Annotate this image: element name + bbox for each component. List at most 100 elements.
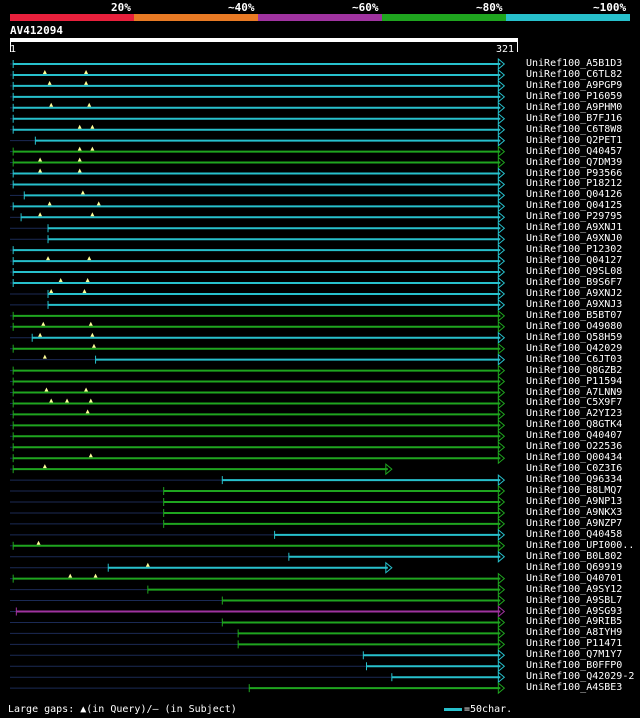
hit-arrow-head [497,474,506,487]
hit-label[interactable]: UniRef100_A9PHM0 [526,101,623,113]
query-gap-marker [93,573,98,578]
hit-arrow-head [497,484,506,498]
query-gap-marker [96,201,101,206]
hit-arrow-head [497,583,506,596]
hit-arrow-head [497,594,506,607]
hit-label[interactable]: UniRef100_A9RIB5 [526,616,623,628]
hit-label[interactable]: UniRef100_P93566 [526,167,623,179]
hit-label[interactable]: UniRef100_A9SY12 [526,583,623,595]
hit-label[interactable]: UniRef100_Q04127 [526,255,623,267]
hit-label[interactable]: UniRef100_B7FJ16 [526,112,623,124]
hit-label[interactable]: UniRef100_A9SG93 [526,605,623,617]
hit-label[interactable]: UniRef100_A2YI23 [526,408,623,420]
hit-arrow-head [497,419,506,432]
hit-label[interactable]: UniRef100_A9NKX3 [526,506,623,518]
hit-label[interactable]: UniRef100_Q8GZB2 [526,364,623,376]
hit-label[interactable]: UniRef100_A8IYH9 [526,627,623,639]
hit-label[interactable]: UniRef100_C6JT03 [526,353,623,365]
query-gap-marker [82,288,87,293]
hit-arrow-head [497,123,506,136]
hit-label[interactable]: UniRef100_P11471 [526,638,623,650]
hit-label[interactable]: UniRef100_P18212 [526,178,623,190]
hit-label[interactable]: UniRef100_A9PGP9 [526,79,623,91]
hit-label[interactable]: UniRef100_C5X9F7 [526,397,623,409]
identity-band [382,14,506,21]
identity-color-bar [10,14,630,21]
hit-label[interactable]: UniRef100_A9XNJ2 [526,287,623,299]
hit-arrow-head [497,200,506,213]
footer-gap-legend: Large gaps: ▲(in Query)/– (in Subject) [8,704,237,715]
hit-label[interactable]: UniRef100_B0FFP0 [526,660,623,672]
identity-scale-label: ~100% [593,1,627,14]
hit-label[interactable]: UniRef100_A5B1D3 [526,58,623,69]
query-gap-marker [80,190,85,195]
hit-alignment-list: UniRef100_A5B1D3 UniRef100_C6TL82 UniRef10… [0,58,640,698]
hit-label[interactable]: UniRef100_Q00434 [526,452,623,464]
hit-arrow-head [497,627,506,640]
hit-label[interactable]: UniRef100_B0L802 [526,550,623,562]
hit-label[interactable]: UniRef100_Q40457 [526,145,623,157]
hit-label[interactable]: UniRef100_P12302 [526,244,623,256]
hit-label[interactable]: UniRef100_Q40701 [526,572,623,584]
hit-label[interactable]: UniRef100_A9NP13 [526,496,623,507]
hit-arrow-head [497,550,506,563]
hit-arrow-head [497,682,506,695]
hit-label[interactable]: UniRef100_Q8GTK4 [526,419,623,431]
hit-arrow-head [497,660,506,673]
query-gap-marker [58,278,63,282]
hit-arrow-head [497,58,506,71]
hit-label[interactable]: UniRef100_Q69919 [526,561,623,573]
hit-label[interactable]: UniRef100_Q04125 [526,200,623,212]
hit-label[interactable]: UniRef100_P29795 [526,211,623,223]
hit-label[interactable]: UniRef100_Q96334 [526,474,623,486]
hit-label[interactable]: UniRef100_Q2PET1 [526,134,623,146]
hit-label[interactable]: UniRef100_P16059 [526,90,623,102]
scale-legend-text: =50char. [464,704,513,715]
hit-label[interactable]: UniRef100_Q9SL08 [526,266,623,278]
query-gap-marker [47,80,52,85]
hit-label[interactable]: UniRef100_B5BT07 [526,309,623,321]
hit-label[interactable]: UniRef100_UPI000.. [526,539,635,551]
query-gap-marker [87,102,92,107]
hit-label[interactable]: UniRef100_C6T8W8 [526,123,623,135]
query-gap-marker [91,343,96,348]
hit-label[interactable]: UniRef100_Q42029-2 [526,671,635,683]
hit-label[interactable]: UniRef100_Q42029 [526,342,623,354]
hit-arrow-head [497,441,506,454]
hit-label[interactable]: UniRef100_C6TL82 [526,68,623,80]
hit-label[interactable]: UniRef100_Q04126 [526,189,623,201]
hit-label[interactable]: UniRef100_Q40458 [526,528,623,540]
hit-label[interactable]: UniRef100_Q7M1Y7 [526,649,623,661]
query-gap-marker [41,321,46,326]
hit-label[interactable]: UniRef100_A9SBL7 [526,594,623,606]
hit-label[interactable]: UniRef100_B9S6F7 [526,277,623,288]
hit-label[interactable]: UniRef100_A9NZP7 [526,517,623,529]
hit-label[interactable]: UniRef100_B8LMQ7 [526,485,623,497]
query-gap-marker [88,453,93,458]
query-gap-marker [90,332,95,337]
query-gap-marker [88,321,93,326]
hit-arrow-head [497,605,506,618]
hit-label[interactable]: UniRef100_C0Z3I6 [526,463,623,475]
hit-label[interactable]: UniRef100_Q40407 [526,430,623,442]
hit-label[interactable]: UniRef100_Q7DM39 [526,156,623,168]
hit-arrow-head [497,101,506,114]
hit-label[interactable]: UniRef100_A7LNN9 [526,386,623,398]
hit-arrow-head [497,342,506,355]
hit-label[interactable]: UniRef100_Q58H59 [526,331,623,343]
hit-arrow-head [497,364,506,377]
hit-arrow-head [497,167,506,180]
hit-arrow-head [385,463,393,476]
hit-label[interactable]: UniRef100_P11594 [526,375,623,387]
hit-label[interactable]: UniRef100_O49080 [526,320,623,332]
hit-label[interactable]: UniRef100_A4SBE3 [526,682,623,694]
hit-arrow-head [497,156,506,169]
identity-band [134,14,258,21]
hit-arrow-head [497,397,506,410]
hit-label[interactable]: UniRef100_A9XNJ3 [526,298,623,310]
hit-label[interactable]: UniRef100_O22536 [526,441,623,453]
hit-label[interactable]: UniRef100_A9XNJ1 [526,222,623,234]
hit-arrow-head [497,649,506,662]
hit-label[interactable]: UniRef100_A9XNJ0 [526,233,623,245]
identity-scale-labels: 20% ~40% ~60% ~80% ~100% [0,0,640,14]
